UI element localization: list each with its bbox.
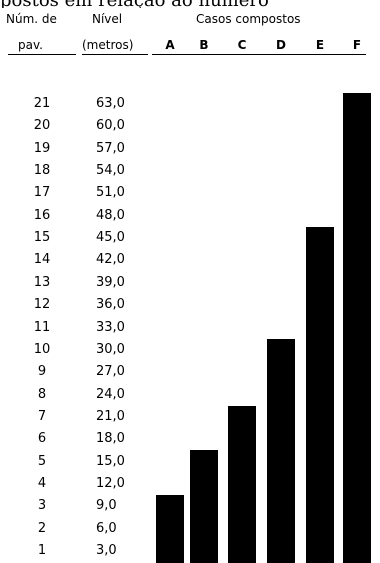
floor-number-cell: 4 [37,475,47,491]
level-cell: 36,0 [96,297,125,313]
bar-case-e [306,226,334,563]
floor-number-cell: 1 [37,543,47,558]
case-letter-b: B [199,38,209,52]
level-cell: 30,0 [96,341,125,357]
level-cell: 21,0 [96,408,125,424]
floor-number-cell: 15 [33,230,51,246]
floor-number-cell: 8 [37,386,47,402]
floor-number-cell: 5 [37,453,47,469]
header-floor-number-label: Núm. de [6,12,57,26]
level-cell: 33,0 [96,319,125,335]
level-cell: 54,0 [96,163,125,179]
bar-case-a [156,495,184,563]
floor-number-cell: 21 [33,96,51,111]
case-letter-f: F [352,38,362,52]
top-caption: postos em relação ao número [0,0,380,8]
level-cell: 24,0 [96,386,125,402]
bar-case-b [190,450,218,563]
level-cell: 45,0 [96,230,125,246]
level-cell: 27,0 [96,364,125,380]
header-underline-col1 [8,54,76,55]
floor-number-cell: 12 [33,297,51,313]
floor-number-cell: 13 [33,274,51,290]
header-composite-cases-label: Casos compostos [196,12,301,26]
header-level-label-line2: (metros) [82,38,134,52]
floor-number-cell: 2 [37,520,47,536]
level-cell: 18,0 [96,431,125,447]
level-cell: 42,0 [96,252,125,268]
floor-number-cell: 14 [33,252,51,268]
bar-case-f [343,92,371,563]
floor-number-cell: 9 [37,364,47,380]
floor-number-cell: 3 [37,498,47,514]
floor-number-cell: 18 [33,163,51,179]
level-cell: 63,0 [96,96,125,111]
header-underline-cases [152,54,366,55]
floor-number-cell: 16 [33,207,51,223]
floor-number-cell: 19 [33,140,51,156]
case-letter-d: D [276,38,286,52]
header-level-label: Nível [92,12,123,26]
level-cell: 57,0 [96,140,125,156]
level-cell: 15,0 [96,453,125,469]
header-underline-col2 [82,54,148,55]
case-letter-a: A [165,38,175,52]
level-cell: 60,0 [96,118,125,134]
level-cell: 6,0 [96,520,117,536]
bar-case-c [228,405,256,563]
level-cell: 39,0 [96,274,125,290]
case-letter-e: E [315,38,325,52]
level-cell: 9,0 [96,498,117,514]
case-letter-c: C [237,38,247,52]
floor-number-cell: 17 [33,185,51,201]
floor-number-cell: 6 [37,431,47,447]
level-cell: 51,0 [96,185,125,201]
floor-number-cell: 11 [33,319,51,335]
floor-number-cell: 7 [37,408,47,424]
floor-number-cell: 10 [33,341,51,357]
level-cell: 12,0 [96,475,125,491]
level-cell: 3,0 [96,543,117,558]
level-cell: 48,0 [96,207,125,223]
floor-number-cell: 20 [33,118,51,134]
header-floor-number-label-line2: pav. [18,38,43,52]
bar-case-d [267,338,295,563]
